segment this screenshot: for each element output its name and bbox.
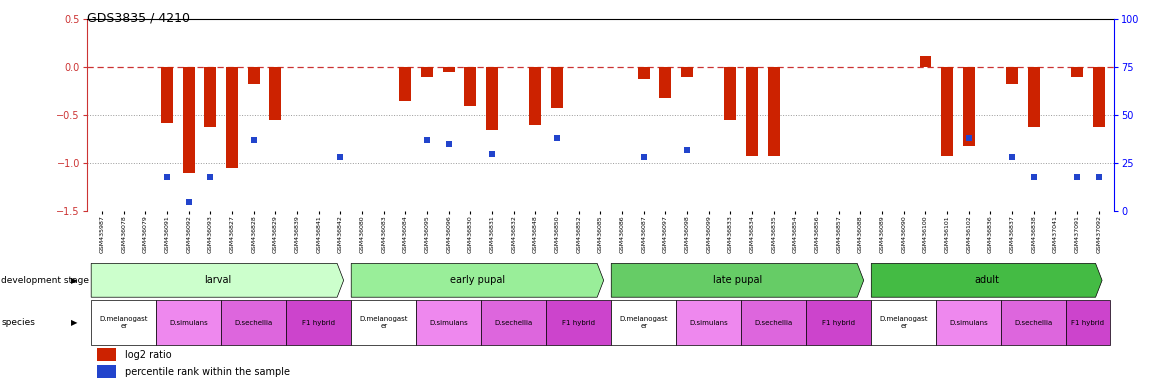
Text: F1 hybrid: F1 hybrid xyxy=(563,319,595,326)
Text: ▶: ▶ xyxy=(71,276,78,285)
Bar xyxy=(741,300,806,345)
Text: GDS3835 / 4210: GDS3835 / 4210 xyxy=(87,12,190,25)
Bar xyxy=(161,67,173,123)
Bar xyxy=(919,56,931,67)
FancyArrow shape xyxy=(351,263,603,297)
Text: adult: adult xyxy=(975,275,999,285)
Text: development stage: development stage xyxy=(1,276,89,285)
Bar xyxy=(183,67,195,173)
Bar xyxy=(611,300,676,345)
FancyArrow shape xyxy=(871,263,1102,297)
Bar xyxy=(416,300,482,345)
Bar xyxy=(941,67,953,156)
Bar xyxy=(681,67,692,77)
Bar xyxy=(871,300,937,345)
Text: percentile rank within the sample: percentile rank within the sample xyxy=(125,367,290,377)
Bar xyxy=(1071,67,1083,77)
Bar xyxy=(746,67,758,156)
Bar xyxy=(529,67,542,125)
Text: D.sechellia: D.sechellia xyxy=(1014,319,1053,326)
Text: F1 hybrid: F1 hybrid xyxy=(302,319,335,326)
Text: ▶: ▶ xyxy=(71,318,78,327)
Bar xyxy=(638,67,650,79)
Bar xyxy=(482,300,547,345)
Text: log2 ratio: log2 ratio xyxy=(125,349,171,359)
Bar xyxy=(1002,300,1067,345)
Bar xyxy=(768,67,779,156)
Bar xyxy=(91,300,156,345)
Text: F1 hybrid: F1 hybrid xyxy=(822,319,856,326)
Bar xyxy=(205,67,217,127)
Bar xyxy=(806,300,871,345)
Text: D.simulans: D.simulans xyxy=(689,319,728,326)
Bar xyxy=(676,300,741,345)
Bar xyxy=(551,67,563,108)
Text: D.melanogast
er: D.melanogast er xyxy=(359,316,408,329)
Text: F1 hybrid: F1 hybrid xyxy=(1071,319,1105,326)
Bar xyxy=(270,67,281,120)
Text: D.simulans: D.simulans xyxy=(430,319,468,326)
Bar xyxy=(1028,67,1040,127)
Bar xyxy=(400,67,411,101)
Text: D.simulans: D.simulans xyxy=(169,319,208,326)
FancyArrow shape xyxy=(91,263,344,297)
Text: D.simulans: D.simulans xyxy=(950,319,988,326)
Bar xyxy=(1006,67,1018,84)
Bar xyxy=(286,300,351,345)
Bar xyxy=(422,67,433,77)
Bar xyxy=(937,300,1002,345)
Bar xyxy=(1093,67,1105,127)
Text: species: species xyxy=(1,318,35,327)
Bar xyxy=(1067,300,1109,345)
FancyArrow shape xyxy=(611,263,864,297)
Bar xyxy=(659,67,672,98)
Text: D.melanogast
er: D.melanogast er xyxy=(100,316,148,329)
Bar xyxy=(547,300,611,345)
Text: D.sechellia: D.sechellia xyxy=(235,319,273,326)
Bar xyxy=(248,67,259,84)
Bar xyxy=(156,300,221,345)
Text: larval: larval xyxy=(204,275,232,285)
Bar xyxy=(351,300,416,345)
Bar xyxy=(442,67,455,72)
Text: D.melanogast
er: D.melanogast er xyxy=(880,316,928,329)
Bar xyxy=(486,67,498,130)
Text: D.sechellia: D.sechellia xyxy=(494,319,533,326)
Bar xyxy=(97,348,116,361)
Bar xyxy=(464,67,476,106)
Bar xyxy=(725,67,736,120)
Text: early pupal: early pupal xyxy=(450,275,506,285)
Text: late pupal: late pupal xyxy=(713,275,763,285)
Bar xyxy=(97,365,116,379)
Bar xyxy=(226,67,239,168)
Bar xyxy=(221,300,286,345)
Bar xyxy=(962,67,975,146)
Text: D.sechellia: D.sechellia xyxy=(755,319,793,326)
Text: D.melanogast
er: D.melanogast er xyxy=(620,316,668,329)
